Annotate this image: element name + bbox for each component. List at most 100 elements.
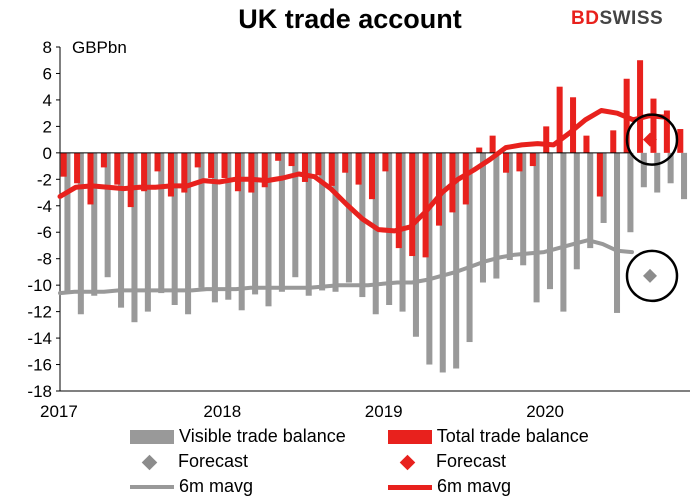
- bar-visible: [319, 152, 326, 291]
- bar-visible: [345, 152, 352, 283]
- bar-visible: [493, 152, 500, 279]
- bar-total: [114, 152, 121, 185]
- bar-visible: [667, 152, 674, 184]
- mavg-red-line: [57, 108, 668, 234]
- bar-visible: [131, 152, 138, 323]
- y-tick-label: -8: [37, 250, 52, 269]
- y-tick-label: -10: [27, 276, 52, 295]
- bar-visible: [198, 152, 205, 288]
- bar-total: [181, 152, 188, 193]
- bar-total: [194, 152, 201, 168]
- bar-visible: [104, 152, 111, 278]
- bar-total: [529, 152, 536, 167]
- forecast-red-circle: [625, 113, 679, 166]
- x-tick-label: 2017: [40, 402, 78, 420]
- mavg-gray-line: [58, 238, 634, 296]
- bar-visible: [278, 152, 285, 292]
- y-tick-label: 8: [43, 38, 52, 57]
- legend-mavg-gray-swatch: [130, 485, 174, 490]
- bar-visible: [654, 152, 661, 193]
- y-tick-label: -6: [37, 223, 52, 242]
- bar-visible: [560, 152, 567, 312]
- brand-logo: BDSWISS: [571, 8, 663, 30]
- y-tick-label: -4: [37, 197, 52, 216]
- legend-mavg-red-swatch: [388, 484, 432, 490]
- bar-visible: [412, 152, 419, 337]
- bar-visible: [546, 152, 554, 290]
- legend-mavg-red-label: 6m mavg: [437, 476, 512, 496]
- bar-visible: [426, 152, 433, 365]
- bar-total: [476, 147, 483, 153]
- bar-total: [328, 152, 335, 186]
- legend-mavg-red: 6m mavg: [388, 476, 511, 497]
- bar-total: [167, 152, 174, 197]
- bar-total: [677, 129, 684, 153]
- bar-total: [395, 152, 402, 249]
- bar-visible: [359, 152, 366, 298]
- bar-visible: [144, 152, 151, 312]
- bar-visible: [171, 152, 178, 305]
- legend-total-swatch: [388, 430, 432, 445]
- bar-visible: [399, 152, 406, 312]
- x-tick-label: 2020: [526, 402, 564, 420]
- bar-total: [516, 152, 523, 172]
- legend-mavg-gray-label: 6m mavg: [179, 476, 254, 496]
- x-tick-label: 2019: [365, 402, 403, 420]
- bar-visible: [520, 152, 527, 266]
- bar-visible: [587, 152, 594, 249]
- bar-visible: [292, 152, 299, 278]
- bar-total: [261, 152, 268, 188]
- bar-total: [663, 110, 670, 153]
- bar-visible: [533, 152, 540, 303]
- bar-total: [462, 152, 469, 205]
- bar-total: [650, 98, 657, 153]
- y-tick-label: -18: [27, 382, 52, 401]
- bar-visible: [506, 152, 513, 261]
- bar-visible: [265, 152, 272, 307]
- bar-total: [435, 152, 443, 226]
- bar-visible: [64, 152, 71, 294]
- bar-total: [596, 152, 603, 197]
- forecast-gray-marker: [643, 268, 657, 283]
- legend-total: Total trade balance: [388, 426, 589, 447]
- bar-total: [342, 152, 349, 173]
- forecast-red-marker: [643, 132, 657, 147]
- y-tick-label: -2: [37, 170, 52, 189]
- bar-total: [422, 152, 429, 258]
- y-tick-label: 4: [43, 91, 52, 110]
- x-tick-label: 2018: [203, 402, 241, 420]
- bar-total: [583, 135, 590, 153]
- unit-label: GBPbn: [72, 38, 127, 57]
- bar-total: [570, 97, 577, 153]
- bar-total: [489, 135, 496, 153]
- legend-forecast-gray: Forecast: [136, 451, 248, 472]
- legend-mavg-gray: 6m mavg: [130, 476, 253, 497]
- bar-visible: [453, 152, 460, 369]
- bar-visible: [185, 152, 192, 315]
- legend-visible-label: Visible trade balance: [179, 426, 346, 446]
- bar-visible: [479, 152, 486, 283]
- y-tick-label: -12: [27, 303, 52, 322]
- brand-logo-swiss: SWISS: [599, 8, 664, 29]
- bar-total: [288, 152, 295, 167]
- bar-total: [74, 152, 81, 184]
- bar-visible: [640, 152, 647, 188]
- bar-total: [503, 152, 510, 173]
- bar-visible: [118, 152, 125, 308]
- legend-total-label: Total trade balance: [436, 426, 589, 446]
- bar-total: [127, 152, 134, 208]
- bar-visible: [466, 152, 473, 343]
- chart-title: UK trade account: [238, 4, 462, 34]
- legend-visible: Visible trade balance: [130, 426, 346, 447]
- bar-visible: [238, 152, 245, 311]
- y-tick-label: -16: [27, 356, 52, 375]
- bar-visible: [305, 152, 312, 296]
- bar-total: [409, 152, 416, 257]
- bar-visible: [225, 152, 232, 300]
- brand-logo-bd: BD: [571, 8, 600, 29]
- y-tick-label: -14: [27, 329, 52, 348]
- y-tick-label: 0: [43, 144, 52, 163]
- y-tick-label: 2: [43, 117, 52, 136]
- bar-visible: [627, 152, 634, 233]
